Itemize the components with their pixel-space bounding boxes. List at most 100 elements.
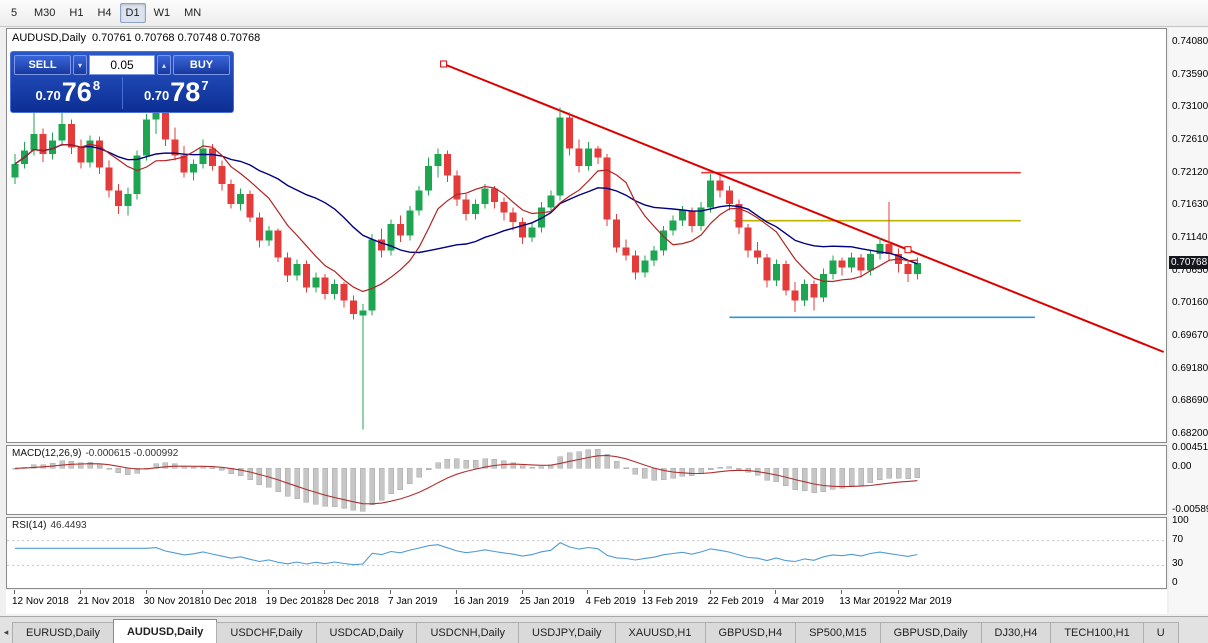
- buy-price-quote[interactable]: 0.70 78 7: [123, 77, 231, 109]
- macd-bar: [237, 468, 244, 477]
- macd-bar: [425, 468, 432, 471]
- candle: [631, 250, 639, 280]
- macd-bar: [519, 465, 526, 469]
- candle: [453, 170, 461, 206]
- chart-tab-tech100-h1[interactable]: TECH100,H1: [1050, 622, 1144, 643]
- candle: [124, 187, 132, 216]
- candle: [725, 186, 733, 211]
- macd-bar: [736, 468, 742, 470]
- timeframe-button-h1[interactable]: H1: [69, 7, 84, 19]
- lot-decrease-button[interactable]: ▾: [73, 55, 87, 75]
- macd-bar: [595, 448, 601, 469]
- macd-bar: [388, 468, 394, 495]
- chart-tabs: EURUSD,Daily AUDUSD,Daily USDCHF,Daily USDC…: [12, 619, 1208, 643]
- candle: [678, 206, 686, 226]
- chart-tab-sp500-m15[interactable]: SP500,M15: [795, 622, 881, 643]
- candle: [697, 202, 705, 231]
- lot-increase-button[interactable]: ▴: [157, 55, 171, 75]
- chart-tab-gbpusd-daily[interactable]: GBPUSD,Daily: [879, 622, 982, 643]
- macd-bar: [830, 468, 836, 490]
- candle: [885, 202, 893, 261]
- candle: [801, 279, 809, 306]
- macd-bar: [96, 464, 103, 469]
- chart-tab-dj30-h4[interactable]: DJ30,H4: [980, 622, 1052, 643]
- moving-average-slow: [14, 143, 918, 265]
- time-tick-label: 22 Mar 2019: [895, 596, 952, 607]
- rsi-chart[interactable]: [7, 518, 1166, 588]
- chart-tab-xauusd-h1[interactable]: XAUUSD,H1: [614, 622, 706, 643]
- macd-bar: [557, 456, 563, 469]
- timeframe-button-5[interactable]: 5: [10, 7, 18, 19]
- time-tick: [898, 590, 899, 594]
- candle: [594, 146, 602, 164]
- candle: [86, 135, 94, 168]
- time-tick-label: 16 Jan 2019: [453, 596, 509, 607]
- candle: [556, 107, 564, 201]
- chart-tab-usdchf-daily[interactable]: USDCHF,Daily: [216, 622, 317, 643]
- macd-panel[interactable]: MACD(12,26,9) -0.000615 -0.000992: [6, 445, 1167, 515]
- candle: [49, 132, 57, 160]
- candle: [481, 184, 489, 209]
- timeframe-button-h4[interactable]: H4: [97, 7, 112, 19]
- macd-bar: [360, 468, 366, 512]
- timeframe-button-w1[interactable]: W1: [153, 7, 171, 19]
- rsi-panel[interactable]: RSI(14) 46.4493: [6, 517, 1167, 589]
- price-scale[interactable]: 0.74080 0.73590 0.73100 0.72610 0.72120 0.716…: [1169, 28, 1208, 614]
- chart-tab-audusd-daily[interactable]: AUDUSD,Daily: [112, 619, 218, 643]
- time-tick-label: 28 Dec 2018: [322, 596, 379, 607]
- candle: [848, 252, 856, 273]
- tab-scroll-left-icon[interactable]: ◂: [3, 626, 9, 637]
- chart-tab-eurusd-daily[interactable]: EURUSD,Daily: [12, 622, 114, 643]
- sell-button[interactable]: SELL: [14, 55, 71, 75]
- buy-button[interactable]: BUY: [173, 55, 230, 75]
- macd-tick-label: -0.00589: [1172, 504, 1208, 515]
- candle: [331, 279, 339, 300]
- timeframe-button-d1[interactable]: D1: [119, 3, 146, 23]
- time-tick: [202, 590, 203, 594]
- time-tick-label: 21 Nov 2018: [77, 596, 135, 607]
- candle: [575, 139, 583, 173]
- timeframe-button-m30[interactable]: M30: [34, 7, 56, 19]
- price-chart-panel[interactable]: AUDUSD,Daily 0.70761 0.70768 0.70748 0.70…: [6, 28, 1167, 443]
- macd-bar: [858, 468, 864, 486]
- lot-size-input[interactable]: 0.05: [89, 55, 155, 75]
- time-tick: [710, 590, 711, 594]
- candle: [744, 224, 752, 258]
- chart-tab-usdcnh-daily[interactable]: USDCNH,Daily: [416, 622, 520, 643]
- time-tick: [522, 590, 523, 594]
- macd-chart[interactable]: [7, 446, 1166, 514]
- candle: [425, 157, 433, 196]
- time-axis[interactable]: 12 Nov 2018 21 Nov 2018 30 Nov 2018 10 Dec …: [6, 590, 1167, 614]
- candle: [30, 110, 38, 156]
- macd-bar: [397, 468, 404, 490]
- candle: [312, 272, 320, 293]
- descending-trendline[interactable]: [443, 63, 1165, 353]
- trendline-handle[interactable]: [440, 60, 448, 68]
- chart-tab-usdcad-daily[interactable]: USDCAD,Daily: [315, 622, 418, 643]
- candle: [584, 142, 592, 171]
- macd-bar: [444, 459, 451, 469]
- price-tick-label: 0.74080: [1172, 36, 1208, 47]
- trendline-handle[interactable]: [904, 246, 912, 254]
- chart-tab-gbpusd-h4[interactable]: GBPUSD,H4: [704, 622, 797, 643]
- candle: [810, 280, 818, 311]
- candle: [857, 254, 865, 278]
- candle: [368, 234, 376, 316]
- time-tick-label: 4 Mar 2019: [773, 596, 824, 607]
- sell-price-quote[interactable]: 0.70 76 8: [14, 77, 123, 109]
- candle: [227, 179, 235, 209]
- candle: [500, 197, 508, 221]
- candle: [707, 174, 715, 213]
- macd-bar: [294, 468, 300, 499]
- one-click-trading-panel: SELL ▾ 0.05 ▴ BUY 0.70 76 8 0.70 78 7: [10, 51, 234, 113]
- chart-tab-u[interactable]: U: [1142, 622, 1179, 643]
- candle: [519, 217, 527, 244]
- candle: [321, 274, 329, 300]
- candle: [415, 186, 423, 216]
- chart-title: AUDUSD,Daily 0.70761 0.70768 0.70748 0.70…: [12, 32, 260, 44]
- macd-bar: [877, 468, 883, 481]
- chart-tab-usdjpy-daily[interactable]: USDJPY,Daily: [518, 622, 616, 643]
- candlestick-chart[interactable]: [7, 29, 1166, 442]
- timeframe-button-mn[interactable]: MN: [184, 7, 202, 19]
- rsi-indicator-name: RSI(14): [12, 520, 47, 531]
